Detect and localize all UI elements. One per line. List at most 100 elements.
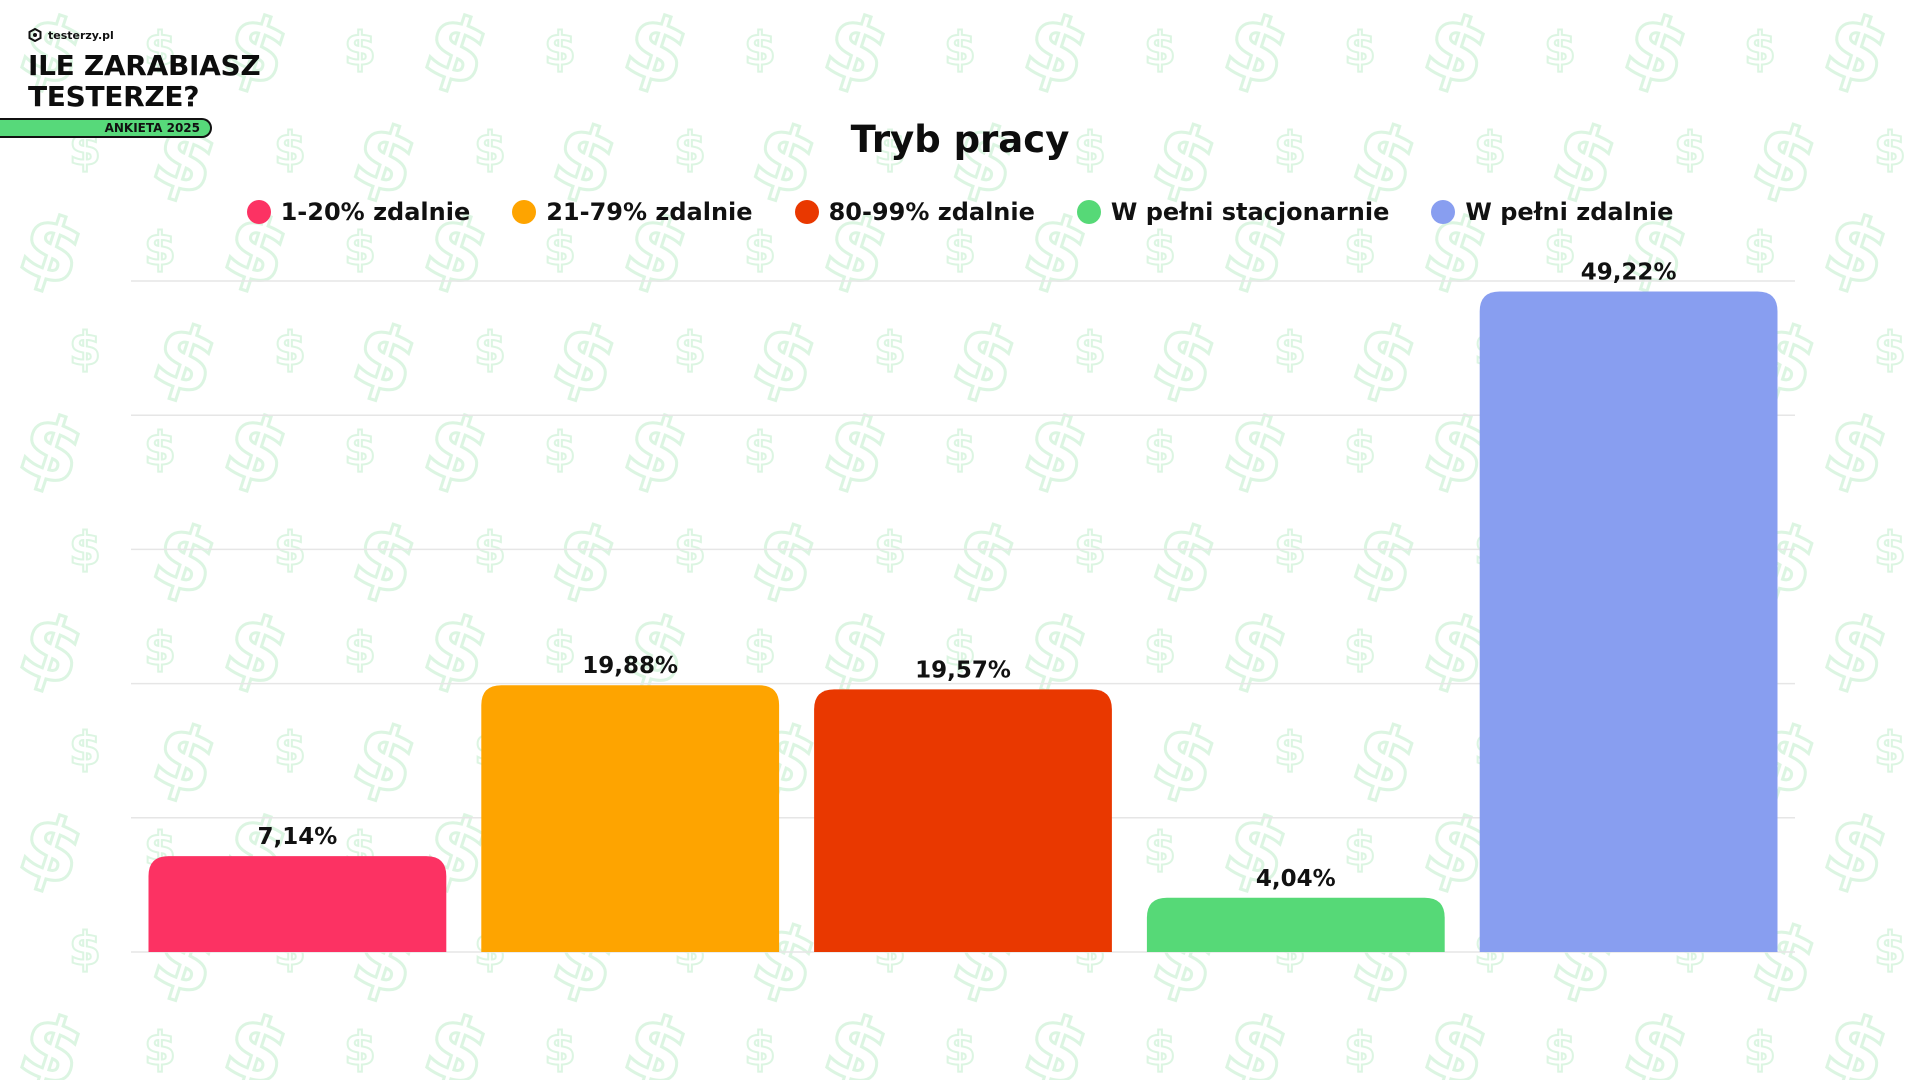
bar <box>1146 897 1445 952</box>
bar <box>1479 291 1778 952</box>
dollar-sign-pattern-icon: $ <box>544 1022 576 1076</box>
dollar-sign-pattern-icon: $ <box>1344 422 1376 476</box>
dollar-sign-pattern-icon: $ <box>1344 222 1376 276</box>
dollar-sign-pattern-icon: $ <box>344 222 376 276</box>
dollar-sign-pattern-icon: $ <box>69 722 101 776</box>
legend-swatch <box>246 200 271 224</box>
dollar-sign-pattern-icon: $ <box>744 22 776 76</box>
dollar-sign-pattern-icon: $ <box>674 322 706 376</box>
dollar-sign-pattern-icon: $ <box>1874 122 1906 176</box>
bar-value-label: 7,14% <box>258 824 338 850</box>
dollar-sign-pattern-icon: $ <box>144 622 176 676</box>
dollar-sign-pattern-icon: $ <box>274 722 306 776</box>
dollar-sign-pattern-icon: $ <box>1544 22 1576 76</box>
dollar-sign-pattern-icon: $ <box>474 322 506 376</box>
dollar-sign-pattern-icon: $ <box>69 922 101 976</box>
dollar-sign-pattern-icon: $ <box>744 422 776 476</box>
dollar-sign-pattern-icon: $ <box>1144 622 1176 676</box>
dollar-sign-pattern-icon: $ <box>144 22 176 76</box>
dollar-sign-pattern-icon: $ <box>344 422 376 476</box>
legend-label: W pełni stacjonarnie <box>1110 198 1390 226</box>
legend-label: 80-99% zdalnie <box>828 198 1035 226</box>
dollar-sign-pattern-icon: $ <box>144 222 176 276</box>
survey-badge: ANKIETA 2025 <box>0 118 212 138</box>
bar <box>814 689 1112 952</box>
bar-value-label: 49,22% <box>1581 259 1677 285</box>
legend-item: 1-20% zdalnie <box>246 198 471 226</box>
bar <box>481 685 780 952</box>
dollar-sign-pattern-icon: $ <box>944 22 976 76</box>
dollar-sign-pattern-icon: $ <box>1874 322 1906 376</box>
dollar-sign-pattern-icon: $ <box>1144 422 1176 476</box>
dollar-sign-pattern-icon: $ <box>1744 1022 1776 1076</box>
dollar-sign-pattern-icon: $ <box>344 22 376 76</box>
dollar-sign-pattern-icon: $ <box>944 1022 976 1076</box>
legend-label: W pełni zdalnie <box>1465 198 1674 226</box>
legend-label: 21-79% zdalnie <box>546 198 753 226</box>
dollar-sign-pattern-icon: $ <box>1144 1022 1176 1076</box>
dollar-sign-pattern-icon: $ <box>1744 22 1776 76</box>
dollar-sign-pattern-icon: $ <box>1144 22 1176 76</box>
chart-legend: 1-20% zdalnie 21-79% zdalnie 80-99% zdalni… <box>0 198 1920 226</box>
brand-site-row: testerzy.pl <box>28 28 260 42</box>
dollar-sign-pattern-icon: $ <box>744 1022 776 1076</box>
dollar-sign-pattern-icon: $ <box>944 222 976 276</box>
dollar-sign-pattern-icon: $ <box>1274 122 1306 176</box>
dollar-sign-pattern-icon: $ <box>874 322 906 376</box>
dollar-sign-pattern-icon: $ <box>144 422 176 476</box>
dollar-sign-pattern-icon: $ <box>1274 322 1306 376</box>
dollar-sign-pattern-icon: $ <box>1344 1022 1376 1076</box>
dollar-sign-pattern-icon: $ <box>1344 822 1376 876</box>
dollar-sign-pattern-icon: $ <box>1874 922 1906 976</box>
dollar-sign-pattern-icon: $ <box>544 422 576 476</box>
dollar-sign-pattern-icon: $ <box>144 1022 176 1076</box>
legend-label: 1-20% zdalnie <box>280 198 471 226</box>
bar-value-label: 19,88% <box>582 653 678 679</box>
dollar-sign-pattern-icon: $ <box>544 622 576 676</box>
dollar-sign-pattern-icon: $ <box>474 122 506 176</box>
logo-icon <box>28 28 42 42</box>
legend-swatch <box>1076 200 1101 224</box>
dollar-sign-pattern-icon: $ <box>1074 122 1106 176</box>
dollar-sign-pattern-icon: $ <box>1144 222 1176 276</box>
dollar-sign-pattern-icon: $ <box>744 222 776 276</box>
dollar-sign-pattern-icon: $ <box>744 622 776 676</box>
dollar-sign-pattern-icon: $ <box>69 522 101 576</box>
legend-item: 80-99% zdalnie <box>794 198 1035 226</box>
dollar-sign-pattern-icon: $ <box>1874 722 1906 776</box>
dollar-sign-pattern-icon: $ <box>1544 1022 1576 1076</box>
dollar-sign-pattern-icon: $ <box>944 622 976 676</box>
legend-swatch <box>794 200 819 224</box>
dollar-sign-pattern-icon: $ <box>1744 222 1776 276</box>
legend-item: W pełni zdalnie <box>1431 198 1673 226</box>
dollar-sign-pattern-icon: $ <box>1474 122 1506 176</box>
dollar-sign-pattern-icon: $ <box>274 322 306 376</box>
bar <box>148 856 447 952</box>
chart-title: Tryb pracy <box>850 118 1070 161</box>
legend-swatch <box>512 200 537 224</box>
brand-title: ILE ZARABIASZ TESTERZE? <box>28 49 261 113</box>
dollar-sign-pattern-icon: $ <box>1674 122 1706 176</box>
dollar-sign-pattern-icon: $ <box>1074 322 1106 376</box>
dollar-sign-pattern-icon: $ <box>874 122 906 176</box>
dollar-sign-pattern-icon: $ <box>544 22 576 76</box>
dollar-sign-pattern-icon: $ <box>1144 822 1176 876</box>
brand-site: testerzy.pl <box>48 28 114 42</box>
legend-swatch <box>1431 200 1456 224</box>
legend-item: 21-79% zdalnie <box>512 198 753 226</box>
dollar-sign-pattern-icon: $ <box>1344 622 1376 676</box>
legend-item: W pełni stacjonarnie <box>1076 198 1390 226</box>
dollar-sign-pattern-icon: $ <box>69 322 101 376</box>
dollar-sign-pattern-icon: $ <box>274 122 306 176</box>
dollar-sign-pattern-icon: $ <box>1874 522 1906 576</box>
dollar-sign-pattern-icon: $ <box>1344 22 1376 76</box>
dollar-sign-pattern-icon: $ <box>1274 722 1306 776</box>
bar-value-label: 19,57% <box>915 657 1011 683</box>
dollar-sign-pattern-icon: $ <box>674 122 706 176</box>
dollar-sign-pattern-icon: $ <box>344 1022 376 1076</box>
dollar-sign-pattern-icon: $ <box>544 222 576 276</box>
dollar-sign-pattern-icon: $ <box>344 622 376 676</box>
dollar-sign-pattern-icon: $ <box>1544 222 1576 276</box>
brand-block: testerzy.pl ILE ZARABIASZ TESTERZE? <box>28 28 261 113</box>
